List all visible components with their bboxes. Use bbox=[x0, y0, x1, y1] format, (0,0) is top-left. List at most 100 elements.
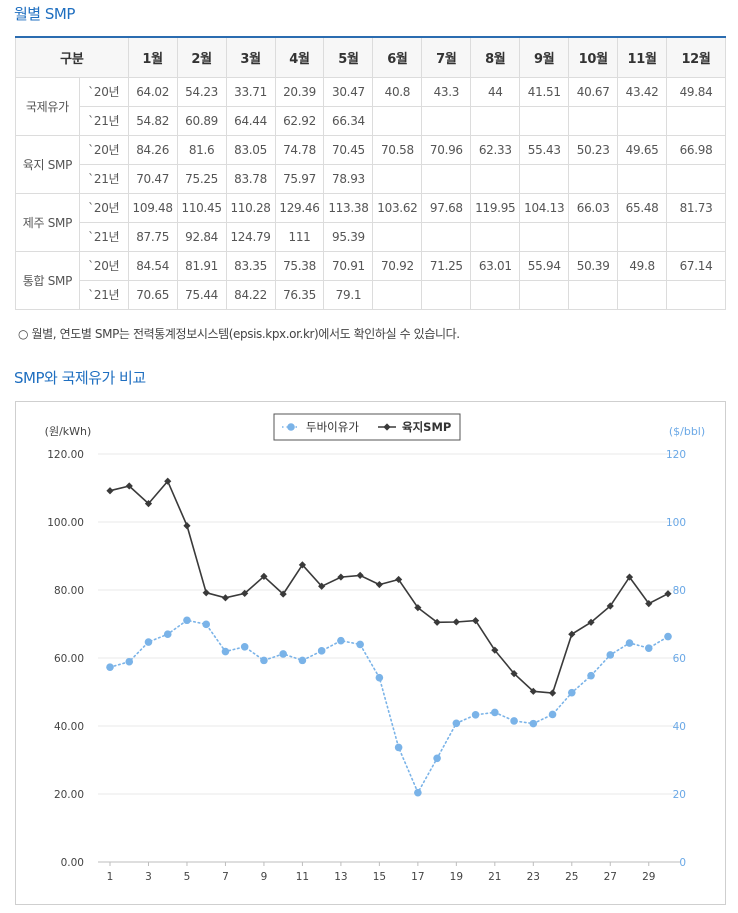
data-point-dubai-oil bbox=[664, 632, 672, 641]
table-cell: 67.14 bbox=[666, 250, 726, 281]
row-group-label: 통합 SMP bbox=[15, 250, 80, 310]
header-category: 구분 bbox=[15, 36, 129, 78]
table-cell bbox=[372, 279, 423, 310]
table-cell bbox=[568, 279, 619, 310]
legend-label-land-smp: 육지SMP bbox=[402, 420, 451, 434]
row-year-label: `20년 bbox=[78, 134, 129, 165]
data-point-land-smp bbox=[414, 604, 422, 612]
table-cell: 113.38 bbox=[323, 192, 374, 223]
table-cell bbox=[519, 105, 570, 136]
data-point-dubai-oil bbox=[260, 656, 268, 665]
header-month: 10월 bbox=[568, 36, 619, 78]
x-tick-label: 21 bbox=[488, 871, 501, 883]
y-left-tick-label: 80.00 bbox=[54, 585, 84, 597]
table-cell: 71.25 bbox=[421, 250, 472, 281]
data-point-dubai-oil bbox=[375, 673, 384, 682]
data-point-dubai-oil bbox=[529, 719, 538, 728]
x-tick-label: 11 bbox=[296, 871, 309, 883]
header-month: 4월 bbox=[274, 36, 325, 78]
row-year-label: `20년 bbox=[78, 250, 129, 281]
y-left-tick-label: 120.00 bbox=[47, 449, 84, 461]
data-point-dubai-oil bbox=[279, 650, 287, 658]
y-left-tick-label: 20.00 bbox=[54, 789, 84, 801]
data-point-land-smp bbox=[183, 522, 191, 530]
table-cell: 70.45 bbox=[323, 134, 374, 165]
x-tick-label: 29 bbox=[642, 871, 655, 883]
data-point-land-smp bbox=[106, 487, 114, 495]
table-cell: 83.35 bbox=[225, 250, 276, 281]
comparison-chart: 0.00 20.00 40.00 60.00 80.00 100.00 120.00 0 20 4… bbox=[15, 401, 726, 905]
data-point-dubai-oil bbox=[644, 644, 653, 652]
table-cell: 49.8 bbox=[617, 250, 668, 281]
legend-label-dubai-oil: 두바이유가 bbox=[306, 420, 359, 434]
table-cell: 110.28 bbox=[225, 192, 276, 223]
y-right-tick-label: 80 bbox=[673, 585, 686, 597]
row-year-label: `21년 bbox=[78, 221, 129, 252]
x-tick-label: 7 bbox=[222, 871, 229, 883]
table-cell: 97.68 bbox=[421, 192, 472, 223]
row-year-label: `21년 bbox=[78, 105, 129, 136]
table-cell bbox=[372, 105, 423, 136]
table-cell: 62.92 bbox=[274, 105, 325, 136]
y-right-tick-label: 100 bbox=[666, 517, 686, 529]
table-cell: 64.44 bbox=[225, 105, 276, 136]
table-cell bbox=[470, 279, 521, 310]
y-left-tick-label: 100.00 bbox=[47, 517, 84, 529]
table-cell: 50.23 bbox=[568, 134, 619, 165]
table-cell: 49.84 bbox=[666, 76, 726, 107]
data-point-land-smp bbox=[664, 590, 672, 598]
table-cell: 62.33 bbox=[470, 134, 521, 165]
row-year-label: `21년 bbox=[78, 163, 129, 194]
row-group-label: 국제유가 bbox=[15, 76, 80, 136]
header-month: 5월 bbox=[323, 36, 374, 78]
data-point-dubai-oil bbox=[202, 620, 211, 629]
table-cell: 92.84 bbox=[176, 221, 227, 252]
table-cell: 55.43 bbox=[519, 134, 570, 165]
data-point-dubai-oil bbox=[491, 708, 499, 717]
y-right-axis-label: ($/bbl) bbox=[669, 425, 705, 438]
data-point-land-smp bbox=[318, 582, 326, 590]
data-point-dubai-oil bbox=[337, 636, 345, 645]
row-group-label: 육지 SMP bbox=[15, 134, 80, 194]
row-year-label: `21년 bbox=[78, 279, 129, 310]
y-right-tick-label: 120 bbox=[666, 449, 686, 461]
x-tick-label: 19 bbox=[450, 871, 463, 883]
table-cell: 81.91 bbox=[176, 250, 227, 281]
table-cell bbox=[617, 221, 668, 252]
table-row: `21년 87.75 92.84 124.79 111 95.39 bbox=[16, 221, 726, 252]
row-group-label: 제주 SMP bbox=[15, 192, 80, 252]
data-point-land-smp bbox=[529, 687, 537, 695]
data-point-dubai-oil bbox=[183, 616, 191, 625]
y-left-axis-label: (원/kWh) bbox=[45, 425, 92, 438]
table-cell: 54.23 bbox=[176, 76, 227, 107]
header-month: 11월 bbox=[617, 36, 668, 78]
legend-box bbox=[273, 413, 461, 441]
table-cell: 33.71 bbox=[225, 76, 276, 107]
line-chart-svg: 0.00 20.00 40.00 60.00 80.00 100.00 120.00 0 20 4… bbox=[45, 413, 705, 883]
table-cell: 75.44 bbox=[176, 279, 227, 310]
table-cell: 64.02 bbox=[127, 76, 178, 107]
data-point-dubai-oil bbox=[510, 717, 518, 725]
data-point-land-smp bbox=[433, 618, 441, 626]
table-cell: 55.94 bbox=[519, 250, 570, 281]
table-cell bbox=[666, 279, 726, 310]
table-cell: 74.78 bbox=[274, 134, 325, 165]
table-cell: 111 bbox=[274, 221, 325, 252]
table-cell: 78.93 bbox=[323, 163, 374, 194]
data-point-land-smp bbox=[337, 573, 345, 581]
legend-marker-dubai-oil bbox=[287, 423, 295, 431]
data-point-dubai-oil bbox=[414, 788, 422, 797]
x-tick-label: 3 bbox=[145, 871, 152, 883]
data-point-land-smp bbox=[568, 630, 576, 638]
table-cell bbox=[470, 163, 521, 194]
table-cell bbox=[519, 221, 570, 252]
y-right-tick-label: 60 bbox=[673, 653, 686, 665]
table-cell: 75.25 bbox=[176, 163, 227, 194]
data-point-dubai-oil bbox=[606, 651, 615, 659]
data-point-dubai-oil bbox=[394, 743, 403, 752]
table-cell: 43.42 bbox=[617, 76, 668, 107]
table-cell: 83.78 bbox=[225, 163, 276, 194]
table-cell: 50.39 bbox=[568, 250, 619, 281]
table-cell bbox=[372, 163, 423, 194]
data-point-land-smp bbox=[452, 618, 460, 626]
